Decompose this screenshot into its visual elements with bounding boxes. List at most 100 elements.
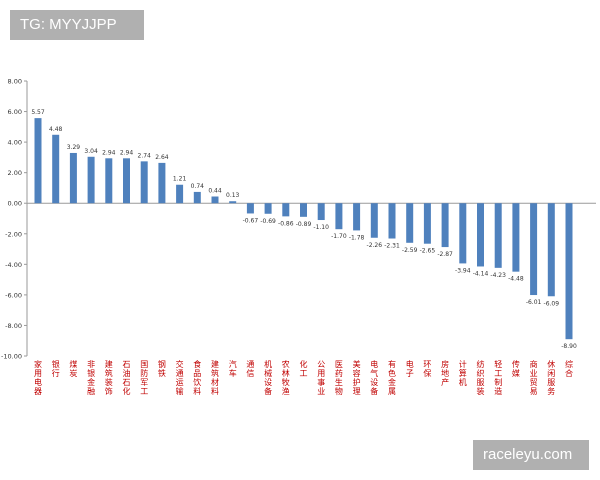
bar: [317, 203, 325, 221]
category-label: 建筑材料: [211, 359, 219, 396]
y-tick-label: -4.00: [5, 261, 22, 269]
data-label: -0.89: [296, 221, 312, 228]
category-label: 银行: [52, 359, 60, 378]
data-label: -0.86: [278, 220, 294, 227]
y-tick-label: -8.00: [5, 322, 22, 330]
data-label: 2.64: [155, 154, 169, 161]
data-label: -2.26: [367, 242, 383, 249]
category-label: 商业贸易: [530, 359, 538, 396]
bar: [512, 203, 520, 272]
data-label: -6.09: [544, 300, 560, 307]
bar: [193, 191, 201, 204]
category-label: 环保: [423, 360, 431, 378]
bar: [353, 203, 361, 231]
category-label: 医药生物: [335, 360, 343, 396]
bar: [406, 203, 414, 243]
data-label: -8.90: [561, 343, 577, 350]
category-label: 有色金属: [388, 359, 396, 396]
data-label: -1.70: [331, 233, 347, 240]
y-tick-label: 2.00: [8, 169, 22, 177]
category-label: 农林牧渔: [282, 359, 290, 396]
bar: [176, 184, 184, 204]
bar: [211, 196, 219, 204]
category-label: 电气设备: [370, 359, 378, 396]
bar: [441, 203, 449, 248]
data-label: 0.13: [226, 192, 240, 199]
category-label: 机械设备: [264, 359, 272, 396]
y-tick-label: 0.00: [8, 200, 22, 208]
bar: [264, 203, 272, 214]
bar: [388, 203, 396, 239]
category-label: 食品饮料: [193, 359, 201, 396]
bar: [87, 156, 95, 204]
data-label: -0.67: [243, 217, 259, 224]
bar: [547, 203, 555, 297]
category-label: 轻工制造: [494, 359, 502, 396]
data-label: -3.94: [455, 267, 471, 274]
bar: [300, 203, 307, 217]
data-label: 4.48: [49, 126, 63, 133]
category-label: 煤炭: [69, 359, 77, 378]
bar: [140, 161, 148, 204]
data-label: 2.94: [120, 149, 134, 156]
category-label: 计算机: [459, 359, 467, 387]
category-label: 美容护理: [353, 359, 361, 396]
bar: [123, 158, 130, 204]
data-label: -4.23: [490, 272, 506, 279]
category-label: 房地产: [441, 359, 449, 387]
category-label: 汽车: [229, 359, 237, 378]
data-label: -1.10: [313, 224, 329, 231]
data-label: 5.57: [31, 109, 45, 116]
y-tick-label: 8.00: [8, 78, 22, 86]
y-tick-label: -10.00: [1, 353, 22, 361]
data-label: 1.21: [173, 176, 187, 183]
y-tick-label: 6.00: [8, 108, 22, 116]
data-label: -4.14: [473, 270, 489, 277]
bar: [335, 203, 343, 230]
bar: [565, 203, 573, 340]
category-label: 国防军工: [140, 360, 148, 396]
category-label: 家用电器: [34, 359, 42, 396]
category-label: 传媒: [512, 359, 520, 378]
y-tick-label: -2.00: [5, 230, 22, 238]
category-label: 综合: [565, 359, 573, 378]
category-label: 公用事业: [317, 360, 325, 396]
data-label: -0.69: [260, 218, 276, 225]
category-label: 电子: [406, 359, 414, 378]
bar: [105, 158, 113, 204]
data-label: 2.94: [102, 149, 116, 156]
category-label: 非银金融: [87, 359, 95, 396]
bar: [69, 152, 77, 204]
bar: [229, 201, 237, 204]
data-label: -2.59: [402, 247, 418, 254]
category-label: 纺织服装: [477, 359, 485, 396]
bar-chart: 8.00 6.00 4.00 2.00 0.00 -2.00 -4.00 -6.00 -8.00…: [1, 78, 596, 396]
category-label: 休闲服务: [547, 359, 555, 396]
bar: [158, 162, 166, 204]
data-label: -1.78: [349, 234, 365, 241]
y-tick-label: 4.00: [8, 139, 22, 147]
watermark-top: TG: MYYJJPP: [10, 10, 144, 40]
data-label: -2.65: [420, 248, 436, 255]
bar: [34, 118, 42, 204]
bar: [423, 203, 431, 244]
bar: [282, 203, 290, 217]
category-label: 化工: [300, 359, 308, 378]
bar: [494, 203, 502, 268]
data-label: 3.29: [67, 144, 81, 151]
bar: [370, 203, 378, 238]
bar: [52, 134, 60, 204]
y-tick-label: -6.00: [5, 291, 22, 299]
data-label: -2.31: [384, 243, 400, 250]
bar: [459, 203, 467, 264]
category-label: 石油石化: [123, 360, 131, 396]
data-label: 3.04: [84, 148, 98, 155]
data-label: 0.74: [191, 183, 205, 190]
watermark-bottom: raceleyu.com: [473, 440, 589, 470]
category-label: 钢铁: [158, 359, 166, 378]
data-label: 2.74: [138, 152, 152, 159]
data-label: 0.44: [208, 188, 222, 195]
category-label: 通信: [246, 359, 254, 378]
category-label: 交通运输: [176, 359, 184, 396]
bar: [246, 203, 254, 214]
